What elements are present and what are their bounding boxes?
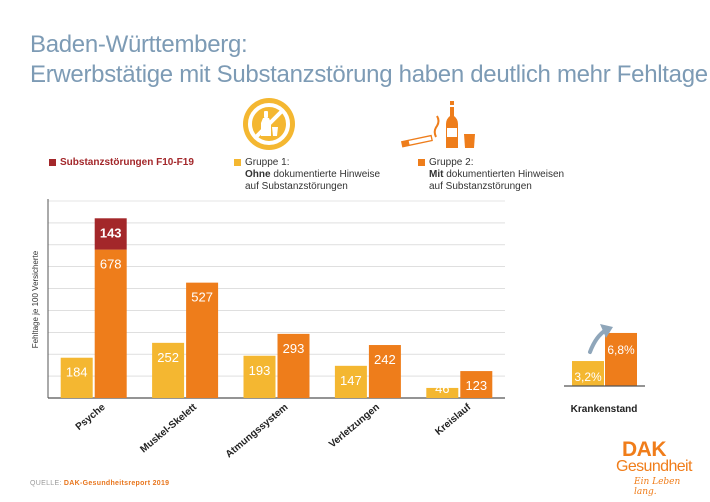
y-axis-label: Fehltage je 100 Versicherte: [31, 250, 40, 348]
bar-gruppe1: [243, 355, 276, 398]
legend-gruppe2-line1: Gruppe 2:: [429, 157, 474, 168]
legend-gruppe1-bold: Ohne: [245, 169, 271, 180]
data-label-gruppe1: 252: [157, 350, 179, 365]
data-label-gruppe2: 293: [283, 341, 305, 356]
title-line-1: Baden-Württemberg:: [30, 31, 248, 58]
legend-gruppe1: Gruppe 1: Ohne dokumentierte Hinweise au…: [234, 157, 380, 197]
data-label-krankenstand-gruppe2: 6,8%: [607, 343, 635, 357]
bar-krankenstand-gruppe2: [605, 332, 637, 386]
logo-brand: DAK: [622, 438, 667, 461]
legend-gruppe2-swatch: [418, 159, 425, 166]
data-label-krankenstand-gruppe1: 3,2%: [574, 370, 602, 384]
logo-slogan: Ein Leben lang.: [634, 477, 681, 497]
legend-gruppe1-line3: auf Substanzstörungen: [245, 181, 348, 192]
bar-gruppe2: [94, 249, 127, 398]
legend-gruppe2: Gruppe 2: Mit dokumentierten Hinweisen a…: [418, 157, 578, 197]
legend-gruppe2-line3: auf Substanzstörungen: [429, 181, 532, 192]
bar-gruppe2: [277, 333, 310, 398]
data-label-substanz: 143: [100, 225, 122, 240]
category-label: Kreislauf: [433, 401, 473, 437]
legend-gruppe1-swatch: [234, 159, 241, 166]
legend-substanz-label: Substanzstörungen F10-F19: [60, 157, 194, 168]
legend-gruppe1-line1: Gruppe 1:: [245, 157, 290, 168]
no-alcohol-icon: [243, 98, 295, 150]
title-line-2: Erwerbstätige mit Substanzstörung haben …: [30, 61, 708, 88]
category-label: Atmungssystem: [224, 402, 291, 461]
bar-substanz: [94, 218, 127, 250]
legend-gruppe2-line2: dokumentierten Hinweisen: [443, 169, 565, 180]
trend-arrow-head: [600, 324, 613, 338]
category-label: Psyche: [74, 402, 108, 433]
bar-gruppe1: [152, 342, 185, 398]
category-label-krankenstand: Krankenstand: [571, 404, 638, 415]
category-label: Verletzungen: [327, 402, 382, 450]
data-label-gruppe1: 46: [435, 381, 449, 396]
dak-logo: DAK Gesundheit Ein Leben lang.: [616, 438, 698, 497]
bar-krankenstand-gruppe1: [572, 361, 604, 386]
bar-gruppe1: [60, 357, 93, 398]
data-label-gruppe1: 147: [340, 373, 362, 388]
legend-gruppe2-bold: Mit: [429, 169, 444, 180]
bar-gruppe2: [460, 371, 493, 398]
logo-name: Gesundheit: [616, 458, 692, 475]
source-note: QUELLE: DAK-Gesundheitsreport 2019: [30, 480, 170, 487]
bar-gruppe2: [186, 282, 219, 398]
data-label-gruppe1: 193: [249, 363, 271, 378]
data-label-gruppe1: 184: [66, 365, 88, 380]
data-label-gruppe2: 678: [100, 257, 122, 272]
legend-gruppe1-line2: dokumentierte Hinweise: [270, 169, 381, 180]
cigarette-bottle-glass-icon: [400, 101, 475, 148]
trend-arrow-icon: [588, 328, 608, 354]
legend-substanz-swatch: [49, 159, 56, 166]
bar-gruppe1: [426, 387, 459, 398]
data-label-gruppe2: 527: [191, 290, 213, 305]
data-label-gruppe2: 242: [374, 352, 396, 367]
category-label: Muskel-Skelett: [138, 401, 199, 455]
bar-gruppe1: [334, 365, 367, 398]
bar-gruppe2: [368, 345, 401, 398]
data-label-gruppe2: 123: [465, 378, 487, 393]
